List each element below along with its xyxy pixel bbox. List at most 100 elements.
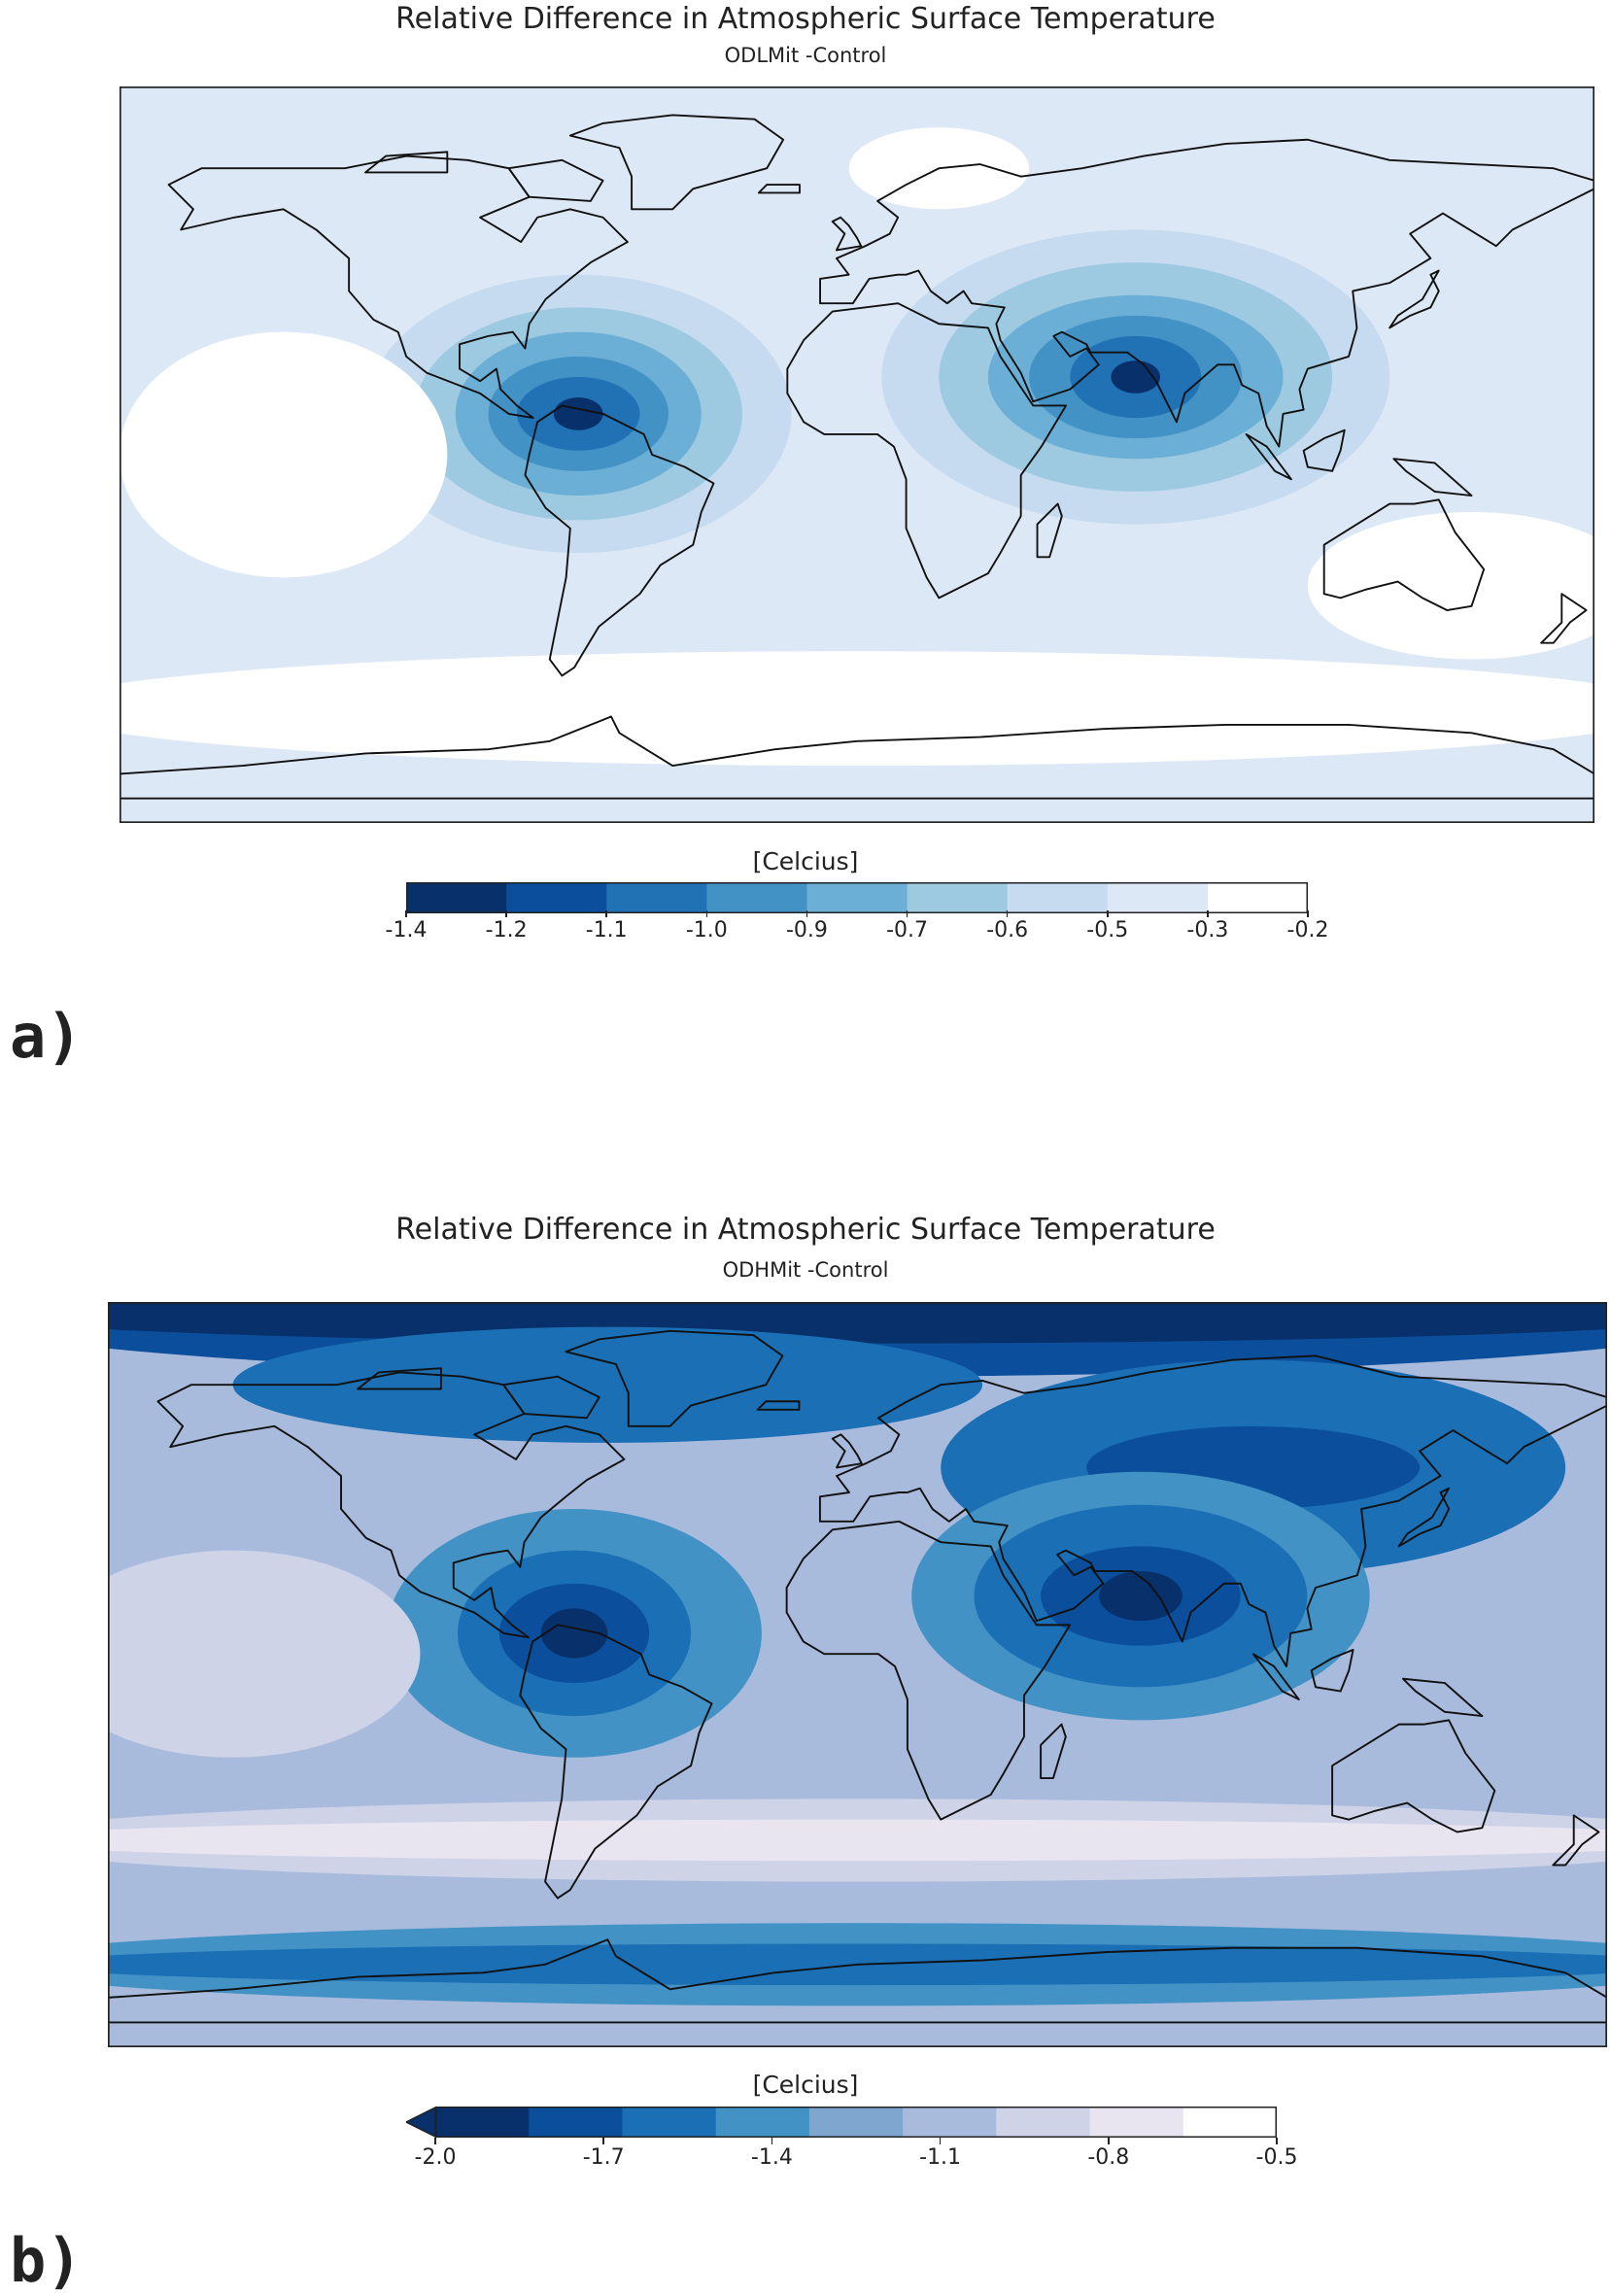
panel-b-coastline-sumatra (1251, 1653, 1300, 1701)
panel-b-colorbar-border (435, 2107, 1277, 2138)
panel-b-colorbar-tick-mark (1276, 2138, 1278, 2144)
panel-a-colorbar-segment (1007, 882, 1109, 913)
panel-b-colorbar-tick-label: -2.0 (414, 2145, 457, 2170)
panel-a-colorbar-tick-mark (1207, 910, 1209, 917)
panel-a-colorbar-tick-label: -0.5 (1086, 918, 1129, 942)
panel-a-colorbar-segment (706, 882, 807, 913)
panel-a-colorbar-segment (1107, 882, 1209, 913)
panel-a-colorbar-segment (406, 882, 507, 913)
panel-a-colorbar-tick-mark (806, 910, 808, 917)
panel-a-colorbar-tick-label: -0.3 (1186, 918, 1229, 942)
panel-a-contour-0-5 (553, 397, 603, 430)
panel-a-colorbar-tick-mark (1307, 910, 1309, 917)
panel-a-colorbar-segment (506, 882, 607, 913)
panel-b-colorbar-tick-label: -1.1 (919, 2145, 962, 2170)
panel-b-colorbar-extend-arrow (406, 2107, 436, 2138)
panel-b-colorbar-tick-mark (434, 2138, 436, 2144)
panel-b-colorbar-svg (406, 2107, 1277, 2138)
panel-a-coastline-borneo (1302, 428, 1346, 472)
panel-b-colorbar-tick-mark (602, 2138, 604, 2144)
panel-a-coastline-sumatra (1245, 432, 1292, 481)
panel-a-colorbar-tick-mark (505, 910, 507, 917)
panel-a-colorbar-tick-mark (405, 910, 407, 917)
panel-a-coastline-antarctica (120, 715, 1594, 800)
panel-b-coastline-japan (1397, 1487, 1451, 1548)
panel-b-coastline-new-guinea (1402, 1677, 1484, 1718)
panel-a-coastline-uk (831, 216, 863, 252)
panel-a-colorbar-title: [Celcius] (752, 847, 859, 875)
panel-a-colorbar-tick-mark (1006, 910, 1009, 917)
panel-a-label: a) (10, 1001, 83, 1072)
panel-b-colorbar-ticks: -2.0 -1.7 -1.4 -1.1 -0.8 -0.5 (415, 2138, 1297, 2175)
panel-b-subtitle: ODHMit -Control (722, 1258, 889, 1282)
panel-a-colorbar-tick-label: -0.2 (1286, 918, 1329, 942)
panel-a-map (120, 86, 1594, 823)
panel-a-subtitle: ODLMit -Control (724, 44, 887, 67)
panel-b-colorbar-tick-label: -1.7 (582, 2145, 625, 2170)
panel-b-coastline-uk (831, 1433, 863, 1469)
panel-a-colorbar-tick-label: -1.4 (385, 918, 428, 942)
panel-a-colorbar-border (406, 882, 1308, 913)
panel-a-coastline-iceland (757, 184, 801, 194)
panel-b-coastline-antarctica (108, 1938, 1607, 2024)
panel-b-coastline-new-zealand (1552, 1814, 1600, 1867)
panel-b-contour-0-1 (108, 1302, 1607, 1344)
panel-b-coastline-africa (785, 1520, 1072, 1821)
panel-b-colorbar-segment (715, 2107, 810, 2138)
panel-a-coastline-new-zealand (1540, 593, 1588, 644)
panel-b-colorbar-segment (529, 2107, 623, 2138)
panel-a-contour-3-0 (1307, 511, 1594, 660)
panel-a-colorbar-segment (606, 882, 707, 913)
panel-b-label: b) (10, 2225, 83, 2296)
panel-b-coastline-iceland (756, 1400, 801, 1411)
panel-a-coastline-victoria (364, 151, 449, 174)
panel-a-coastline-greenland (568, 114, 785, 211)
panel-a-coastline-australia (1322, 498, 1486, 611)
panel-b-colorbar-tick-mark (939, 2138, 942, 2144)
panel-b-colorbar-segment (1183, 2107, 1277, 2138)
panel-a-colorbar-tick-label: -0.9 (785, 918, 828, 942)
panel-b-contour-3-3 (540, 1608, 608, 1659)
panel-a-colorbar-segment (1207, 882, 1308, 913)
panel-a-coastline-new-guinea (1392, 458, 1473, 497)
panel-a-colorbar-tick-mark (705, 910, 708, 917)
panel-a-colorbar-tick-label: -1.0 (685, 918, 728, 942)
panel-b-colorbar-tick-label: -0.5 (1255, 2145, 1298, 2170)
panel-b-contour-4-3 (1099, 1570, 1183, 1622)
panel-b-colorbar-segment (996, 2107, 1091, 2138)
panel-b-title: Relative Difference in Atmospheric Surfa… (395, 1213, 1216, 1247)
panel-a-colorbar-tick-mark (1107, 910, 1109, 917)
panel-b-coastline-victoria (357, 1367, 442, 1390)
panel-b-colorbar-tick-label: -1.4 (750, 2145, 793, 2170)
panel-a-colorbar-segment (907, 882, 1009, 913)
panel-a-colorbar-tick-label: -0.6 (986, 918, 1029, 942)
panel-a-coastline-baffin (507, 158, 604, 202)
panel-a-coastline-africa (786, 302, 1067, 600)
panel-a-colorbar-tick-label: -1.1 (585, 918, 628, 942)
panel-b-colorbar-segment (622, 2107, 717, 2138)
panel-a-contour-5-0 (120, 651, 1594, 767)
panel-b-coastline-south-america (519, 1624, 713, 1900)
panel-a-colorbar-ticks: -1.4 -1.2 -1.1 -1.0 -0.9 -0.7 -0.6 -0.5 -0.3 -0.2 (386, 910, 1328, 947)
panel-a-coastline-japan (1388, 269, 1440, 329)
panel-b-colorbar-segment (903, 2107, 997, 2138)
panel-b-coastline-australia (1331, 1719, 1496, 1833)
panel-b-colorbar-segment (808, 2107, 904, 2138)
panel-b-colorbar-tick-mark (771, 2138, 773, 2144)
panel-b-colorbar (406, 2107, 1277, 2138)
panel-b-coastline-borneo (1310, 1648, 1354, 1693)
panel-a-colorbar-tick-label: -1.2 (485, 918, 528, 942)
panel-a-colorbar-tick-mark (906, 910, 908, 917)
panel-b-colorbar-segment (1089, 2107, 1184, 2138)
panel-a-colorbar-svg (406, 882, 1308, 913)
panel-b-coastline-eurasia (818, 1354, 1607, 1667)
panel-a-colorbar-segment (806, 882, 908, 913)
panel-a-title: Relative Difference in Atmospheric Surfa… (395, 2, 1216, 36)
panel-b-colorbar-title: [Celcius] (752, 2071, 859, 2099)
panel-b-coastline-baffin (502, 1375, 600, 1420)
panel-a-colorbar (406, 882, 1308, 913)
panel-a-contour-2-0 (120, 331, 448, 578)
panel-b-colorbar-segment (435, 2107, 530, 2138)
panel-b-contour-6-0 (108, 1550, 421, 1758)
panel-a-colorbar-tick-label: -0.7 (886, 918, 929, 942)
